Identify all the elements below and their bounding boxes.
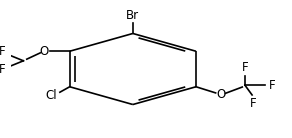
Text: O: O bbox=[217, 88, 226, 101]
Text: F: F bbox=[250, 97, 257, 110]
Text: F: F bbox=[0, 63, 6, 76]
Text: F: F bbox=[0, 45, 6, 58]
Text: F: F bbox=[269, 79, 276, 92]
Text: F: F bbox=[242, 61, 248, 74]
Text: O: O bbox=[40, 45, 49, 58]
Text: Br: Br bbox=[126, 9, 139, 22]
Text: Cl: Cl bbox=[46, 89, 57, 102]
